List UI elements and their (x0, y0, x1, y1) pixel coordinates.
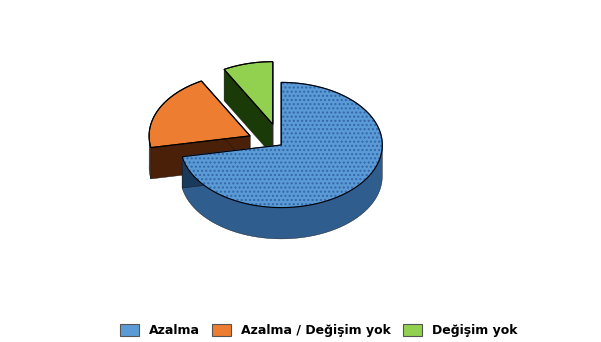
Polygon shape (182, 145, 281, 188)
Polygon shape (224, 62, 273, 124)
Legend: Azalma, Azalma / Değişim yok, Değişim yok: Azalma, Azalma / Değişim yok, Değişim yo… (115, 319, 522, 342)
Polygon shape (224, 69, 273, 156)
Polygon shape (182, 143, 382, 239)
Polygon shape (151, 136, 250, 179)
Polygon shape (149, 81, 250, 148)
Polygon shape (182, 82, 382, 208)
Polygon shape (149, 134, 151, 179)
Polygon shape (201, 81, 250, 167)
